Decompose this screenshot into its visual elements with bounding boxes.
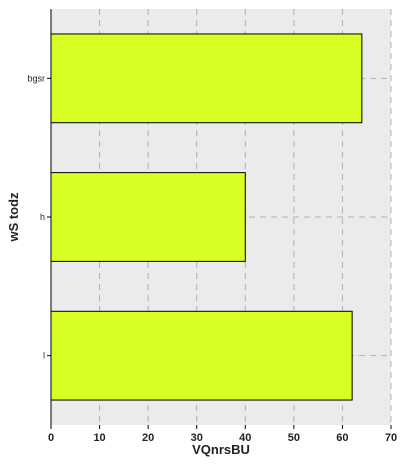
x-tick-label-60: 60 <box>336 432 348 444</box>
y-axis-title: wS todz <box>6 192 21 243</box>
x-tick-label-20: 20 <box>142 432 154 444</box>
bar-l <box>50 310 353 401</box>
x-axis-ticks: 0 10 20 30 40 50 60 70 <box>48 425 397 444</box>
bar-bgsr <box>50 33 363 124</box>
x-tick-label-50: 50 <box>288 432 300 444</box>
y-tick-label-bgsr: bgsr <box>27 73 45 83</box>
bars <box>50 33 363 401</box>
x-tick-label-0: 0 <box>48 432 54 444</box>
bar-h <box>50 172 246 262</box>
y-axis-ticks: bgsr h l <box>27 73 51 361</box>
y-tick-label-h: h <box>40 212 45 222</box>
y-tick-label-l: l <box>43 351 45 361</box>
x-tick-label-10: 10 <box>93 432 105 444</box>
x-tick-label-40: 40 <box>239 432 251 444</box>
x-axis-title: VQnrsBU <box>192 442 250 457</box>
x-tick-label-30: 30 <box>191 432 203 444</box>
x-tick-label-70: 70 <box>385 432 397 444</box>
